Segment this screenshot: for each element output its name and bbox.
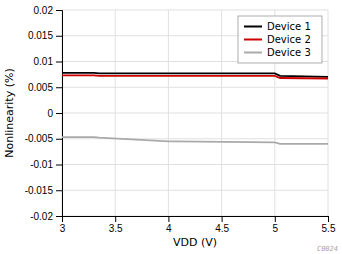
plot: 3 3.5 4 4.5 5 5.5 -0.02 -0.015 -0.01 -0.005 0 0.005… <box>25 5 336 234</box>
tick-mark <box>328 216 329 222</box>
tick: 4 <box>166 216 172 234</box>
tick-label: 0 <box>47 108 53 119</box>
tick-mark <box>56 139 62 140</box>
axis-line <box>63 217 329 223</box>
legend-swatch <box>244 39 262 41</box>
tick-label: -0.005 <box>25 133 54 144</box>
tick-mark <box>56 165 62 166</box>
legend-item: Device 1 <box>244 21 311 32</box>
legend-box <box>238 16 322 63</box>
legend-item: Device 3 <box>244 47 311 58</box>
y-axis: -0.02 -0.015 -0.01 -0.005 0 0.005 0.01 0.015 0.0… <box>25 5 63 222</box>
x-axis-title: VDD (V) <box>173 236 217 249</box>
grid-line <box>62 10 328 11</box>
tick-mark <box>56 216 62 217</box>
tick-label: 4.5 <box>215 223 229 234</box>
series-line <box>62 75 328 78</box>
lines <box>62 73 328 144</box>
grid <box>62 10 328 216</box>
axis-line <box>56 11 63 217</box>
legend-item: Device 2 <box>244 34 311 45</box>
legend-label: Device 3 <box>267 47 311 58</box>
tick-label: -0.015 <box>25 185 54 196</box>
tick: 0.02 <box>34 5 62 16</box>
x-axis: 3 3.5 4 4.5 5 5.5 <box>60 216 336 234</box>
chart: 3 3.5 4 4.5 5 5.5 -0.02 -0.015 -0.01 -0.005 0 0.005… <box>0 0 342 254</box>
tick: 3.5 <box>109 216 123 234</box>
tick-mark <box>222 216 223 222</box>
tick: -0.015 <box>25 185 62 196</box>
tick-mark <box>168 216 169 222</box>
tick: 0 <box>47 108 62 119</box>
legend-swatch <box>244 52 262 54</box>
tick: 4.5 <box>215 216 229 234</box>
tick: 5 <box>273 216 279 234</box>
tick-label: 0.02 <box>34 5 54 16</box>
series-line <box>62 137 328 144</box>
tick-mark <box>56 87 62 88</box>
legend: Device 1 Device 2 Device 3 <box>238 16 322 63</box>
tick: 3 <box>60 216 66 234</box>
tick: 0.01 <box>34 56 62 67</box>
tick-label: 5.5 <box>322 223 336 234</box>
tick-label: 0.01 <box>34 56 54 67</box>
tick-mark <box>56 10 62 11</box>
tick-mark <box>56 36 62 37</box>
tick-label: 3 <box>60 223 66 234</box>
tick-label: 4 <box>166 223 172 234</box>
tick-mark <box>56 190 62 191</box>
tick: -0.02 <box>30 211 62 222</box>
tick: 0.015 <box>28 30 62 41</box>
grid-line <box>62 164 328 165</box>
grid-line <box>62 113 328 114</box>
tick-mark <box>56 113 62 114</box>
annotation: C0024 <box>317 245 338 253</box>
legend-label: Device 2 <box>267 34 311 45</box>
tick: 5.5 <box>322 216 336 234</box>
tick-label: 0.015 <box>28 30 53 41</box>
tick-label: -0.02 <box>30 211 53 222</box>
legend-label: Device 1 <box>267 21 311 32</box>
tick: 0.005 <box>28 82 62 93</box>
grid-line <box>62 190 328 191</box>
tick: -0.005 <box>25 133 62 144</box>
tick-mark <box>275 216 276 222</box>
y-axis-title: Nonlinearity (%) <box>3 68 16 157</box>
grid-line <box>62 87 328 88</box>
tick-label: 0.005 <box>28 82 53 93</box>
tick: -0.01 <box>30 159 62 170</box>
legend-swatch <box>244 26 262 28</box>
tick-mark <box>56 62 62 63</box>
tick-label: 3.5 <box>109 223 123 234</box>
tick-label: -0.01 <box>30 159 53 170</box>
tick-label: 5 <box>273 223 279 234</box>
tick-mark <box>115 216 116 222</box>
